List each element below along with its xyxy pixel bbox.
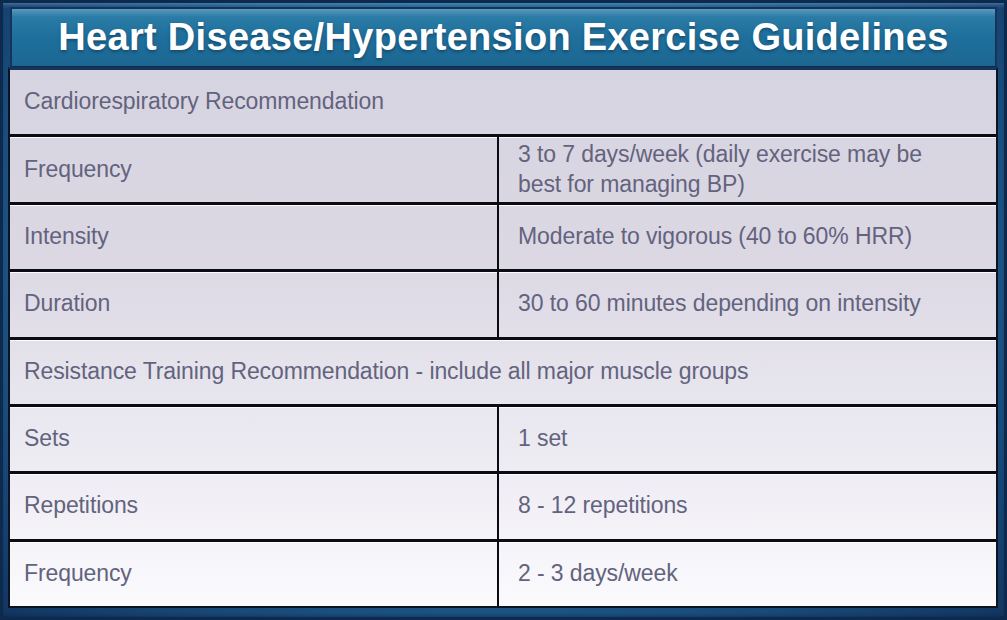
table-row-sets: Sets 1 set [10, 407, 996, 471]
section-header-text: Cardiorespiratory Recommendation [10, 87, 404, 117]
row-value-text: 3 to 7 days/week (daily exercise may be … [518, 140, 950, 200]
page-title: Heart Disease/Hypertension Exercise Guid… [58, 16, 948, 59]
row-value-text: 1 set [518, 424, 567, 454]
row-value: 3 to 7 days/week (daily exercise may be … [497, 137, 996, 201]
table-row-repetitions: Repetitions 8 - 12 repetitions [10, 474, 996, 538]
section-header-resistance-training: Resistance Training Recommendation - inc… [10, 340, 996, 404]
section-header-text: Resistance Training Recommendation - inc… [10, 357, 768, 387]
row-label: Frequency [10, 559, 497, 589]
table-row-intensity: Intensity Moderate to vigorous (40 to 60… [10, 205, 996, 269]
row-label: Frequency [10, 155, 497, 185]
row-value: 8 - 12 repetitions [497, 474, 996, 538]
row-value: 2 - 3 days/week [497, 542, 996, 606]
row-value: 30 to 60 minutes depending on intensity [497, 272, 996, 336]
row-label: Repetitions [10, 491, 497, 521]
table-row-frequency-cardio: Frequency 3 to 7 days/week (daily exerci… [10, 137, 996, 201]
row-value-text: 2 - 3 days/week [518, 559, 678, 589]
slide-background: Heart Disease/Hypertension Exercise Guid… [0, 0, 1007, 620]
table-row-duration: Duration 30 to 60 minutes depending on i… [10, 272, 996, 336]
exercise-guidelines-table: Cardiorespiratory Recommendation Frequen… [8, 67, 998, 608]
row-value: 1 set [497, 407, 996, 471]
title-bar: Heart Disease/Hypertension Exercise Guid… [10, 7, 997, 68]
row-label: Intensity [10, 222, 497, 252]
row-value-text: 8 - 12 repetitions [518, 491, 688, 521]
row-value: Moderate to vigorous (40 to 60% HRR) [497, 205, 996, 269]
row-value-text: Moderate to vigorous (40 to 60% HRR) [518, 222, 912, 252]
row-label: Duration [10, 289, 497, 319]
row-label: Sets [10, 424, 497, 454]
row-value-text: 30 to 60 minutes depending on intensity [518, 289, 921, 319]
table-row-frequency-resistance: Frequency 2 - 3 days/week [10, 542, 996, 606]
section-header-cardiorespiratory: Cardiorespiratory Recommendation [10, 70, 996, 134]
